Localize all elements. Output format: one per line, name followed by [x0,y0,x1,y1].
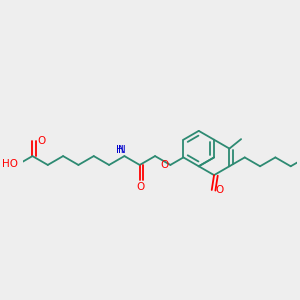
Text: H: H [116,145,124,155]
Text: O: O [161,160,169,170]
Text: HO: HO [2,159,18,169]
Text: N: N [118,145,126,155]
Text: O: O [215,185,224,195]
Text: O: O [37,136,45,146]
Text: O: O [136,182,144,192]
